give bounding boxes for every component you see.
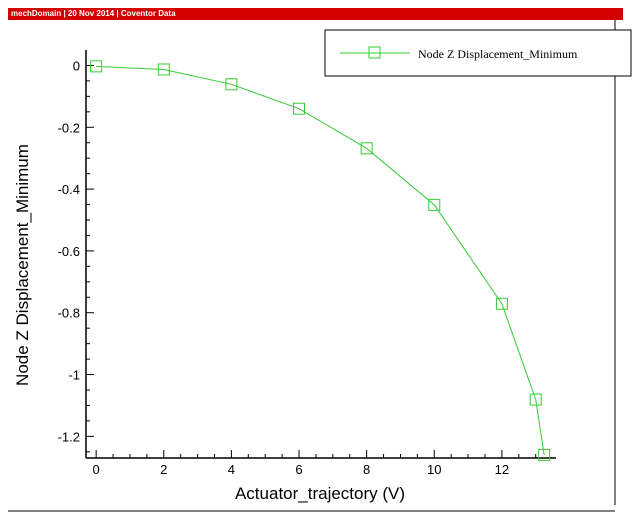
data-point-marker bbox=[538, 448, 551, 461]
tick-labels: 0 2 4 6 8 10 12 0 -0.2 -0.4 -0.6 -0.8 -1 -1.2 bbox=[58, 58, 510, 477]
y-tick-label: 0 bbox=[73, 58, 80, 73]
y-tick-label: -1.2 bbox=[58, 429, 80, 444]
data-point-marker bbox=[428, 198, 441, 211]
y-tick-label: -0.4 bbox=[58, 182, 80, 197]
legend-label: Node Z Displacement_Minimum bbox=[418, 47, 578, 61]
legend-marker bbox=[368, 46, 381, 59]
data-point-marker bbox=[90, 60, 103, 73]
y-tick-label: -0.8 bbox=[58, 306, 80, 321]
header-text: mechDomain | 20 Nov 2014 | Coventor Data bbox=[11, 9, 176, 18]
x-axis-title: Actuator_trajectory (V) bbox=[235, 484, 405, 503]
series-line bbox=[96, 65, 545, 455]
axis-ticks bbox=[86, 64, 537, 458]
x-tick-label: 12 bbox=[495, 462, 509, 477]
x-tick-label: 8 bbox=[363, 462, 370, 477]
data-point-marker bbox=[495, 297, 508, 310]
y-tick-label: -0.6 bbox=[58, 244, 80, 259]
header-bar: mechDomain | 20 Nov 2014 | Coventor Data bbox=[8, 8, 623, 20]
x-tick-label: 2 bbox=[160, 462, 167, 477]
x-tick-label: 0 bbox=[93, 462, 100, 477]
y-tick-label: -1 bbox=[68, 368, 80, 383]
y-axis-title: Node Z Displacement_Minimum bbox=[13, 144, 32, 386]
x-tick-label: 10 bbox=[427, 462, 441, 477]
y-tick-label: -0.2 bbox=[58, 120, 80, 135]
x-tick-label: 6 bbox=[295, 462, 302, 477]
data-point-marker bbox=[529, 393, 542, 406]
data-point-marker bbox=[157, 63, 170, 76]
data-point-marker bbox=[293, 102, 306, 115]
series-group bbox=[90, 60, 551, 461]
data-point-marker bbox=[225, 78, 238, 91]
x-tick-label: 4 bbox=[228, 462, 235, 477]
legend: Node Z Displacement_Minimum bbox=[324, 29, 632, 77]
data-point-marker bbox=[360, 142, 373, 155]
